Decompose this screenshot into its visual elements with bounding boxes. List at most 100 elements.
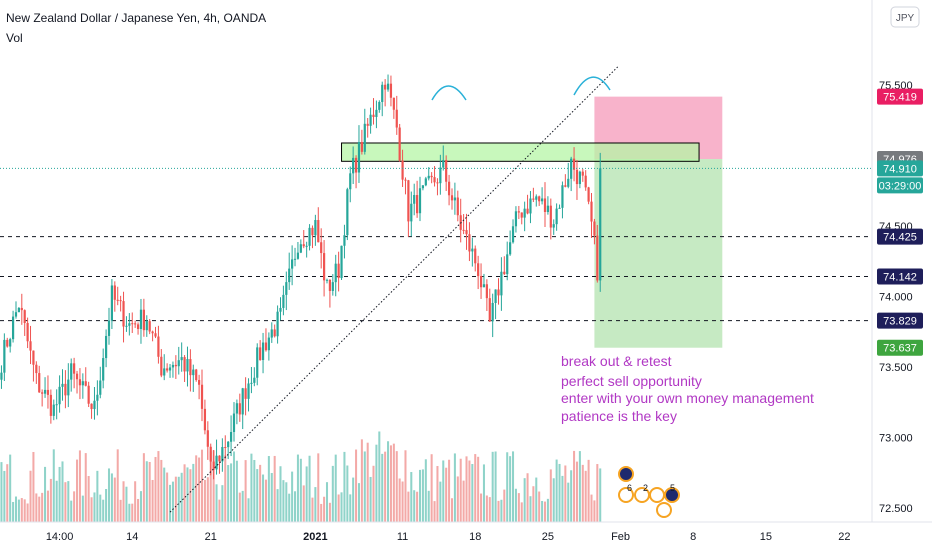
trendline [169, 66, 619, 513]
take-profit-zone [594, 159, 723, 348]
event-flag-icon[interactable] [649, 487, 665, 503]
volume-bar [279, 466, 282, 522]
volume-bar [337, 494, 340, 522]
volume-bar [567, 482, 570, 522]
price-scale[interactable] [872, 0, 932, 522]
volume-bar [340, 492, 343, 522]
volume-bar [12, 501, 15, 522]
candle-body [125, 325, 128, 327]
candle-body [360, 142, 363, 152]
volume-bar [334, 454, 337, 522]
candle-body [180, 357, 183, 361]
volume-bar [200, 449, 204, 522]
price-tag-label: 74.142 [883, 272, 917, 284]
candle-body [320, 242, 323, 254]
candle-body [375, 109, 378, 117]
candle-body [570, 158, 573, 179]
volume-bar [157, 451, 160, 522]
candle-body [413, 195, 416, 204]
price-tag [877, 160, 923, 177]
annotation-line-4: patience is the key [561, 408, 677, 424]
volume-bar [509, 456, 512, 522]
volume-bar [552, 478, 555, 522]
candle-body [96, 394, 99, 401]
candle-body [477, 263, 480, 277]
volume-bar [137, 498, 140, 522]
volume-bar [253, 459, 256, 522]
volume-bar [532, 486, 535, 522]
candle-body [81, 381, 84, 386]
event-flag-icon[interactable] [656, 502, 672, 518]
volume-bar [543, 501, 547, 522]
volume-bar [480, 493, 483, 522]
y-tick-label: 74.000 [879, 292, 913, 304]
volume-bar [160, 459, 163, 522]
volume-bar [299, 458, 302, 522]
candle-body [250, 382, 253, 384]
currency-button[interactable]: JPY [890, 6, 920, 28]
volume-bar [131, 503, 134, 522]
volume-bar [206, 477, 209, 522]
candle-body [139, 309, 143, 330]
candle-body [285, 282, 288, 295]
candle-body [104, 335, 108, 359]
volume-bar [105, 489, 108, 522]
candle-body [244, 388, 247, 399]
candle-body [279, 307, 282, 312]
candle-body [55, 404, 58, 406]
candle-body [209, 446, 212, 462]
volume-bar [541, 500, 544, 522]
volume-bar [73, 491, 76, 522]
candle-body [517, 211, 520, 213]
candle-body [273, 329, 276, 337]
event-flag-icon[interactable] [618, 466, 634, 482]
volume-bar [462, 480, 465, 522]
volume-bar [387, 441, 390, 522]
candle-body [445, 160, 448, 182]
candle-body [99, 380, 102, 395]
volume-bar [410, 472, 413, 522]
candle-body [276, 311, 279, 337]
event-flag-icon[interactable] [664, 487, 680, 503]
volume-bar [17, 499, 20, 522]
candle-body [337, 263, 340, 279]
volume-bar [122, 481, 125, 522]
shoulder-arc-left [431, 85, 467, 101]
candle-body [357, 142, 361, 173]
volume-bar [189, 469, 192, 522]
price-tag-label: 73.637 [883, 343, 917, 355]
price-tag-label: 74.425 [883, 232, 917, 244]
volume-bar [128, 503, 131, 522]
candle-body [302, 244, 305, 247]
x-tick-label: 14:00 [46, 531, 74, 543]
candle-body [587, 187, 590, 202]
volume-bar [349, 494, 352, 522]
candle-body [296, 252, 300, 259]
candle-body [354, 157, 358, 173]
chart-title: New Zealand Dollar / Japanese Yen, 4h, O… [6, 11, 266, 25]
volume-bar [573, 450, 576, 522]
candle-body [447, 181, 451, 196]
volume-bar [230, 463, 233, 522]
volume-bar [296, 454, 299, 522]
volume-bar [372, 465, 375, 522]
candle-body [599, 168, 602, 281]
x-tick-label: 14 [126, 531, 138, 543]
volume-bar [291, 471, 294, 522]
price-tag-label: 73.829 [883, 316, 917, 328]
volume-bar [418, 469, 422, 522]
volume-bar [596, 464, 599, 522]
candle-body [442, 160, 445, 168]
volume-bar [482, 464, 485, 522]
candle-body [212, 461, 215, 470]
volume-bar [26, 503, 29, 522]
candle-body [291, 259, 294, 269]
candle-body [596, 235, 599, 281]
candle-body [509, 242, 512, 255]
event-count-badge: 5 [670, 483, 675, 493]
event-flag-icon[interactable] [618, 487, 634, 503]
x-tick-label: Feb [611, 531, 630, 543]
volume-bar [119, 499, 122, 522]
volume-bar [142, 453, 145, 522]
